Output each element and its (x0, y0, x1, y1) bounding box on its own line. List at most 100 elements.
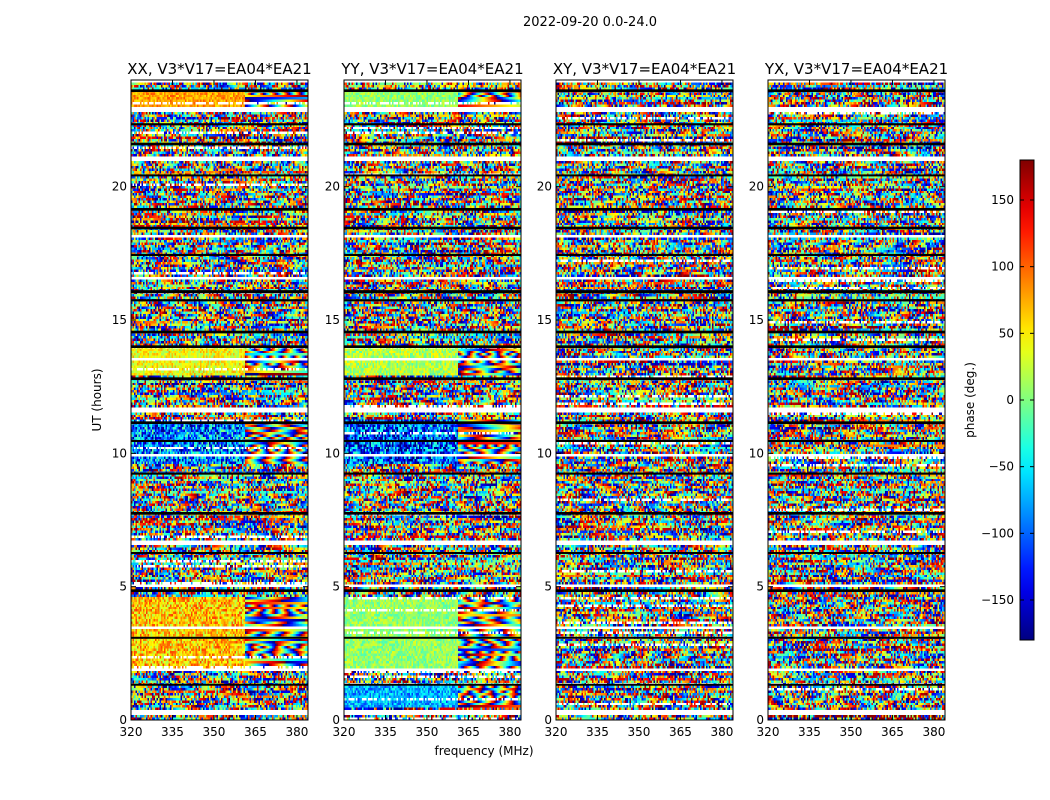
panel-frame (130, 79, 309, 721)
colorbar: −150 −100 −50 0 50 100 150 (981, 159, 1035, 641)
x-tick-label: 335 (798, 725, 821, 739)
y-tick-label: 5 (119, 580, 127, 594)
flagged-row (768, 421, 945, 424)
flagged-row (131, 330, 308, 334)
y-tick-label: 15 (325, 313, 340, 327)
flagged-row (131, 345, 308, 348)
flagged-row (344, 123, 521, 126)
flagged-row (556, 174, 733, 177)
panel-title: YY, V3*V17=EA04*EA21 (340, 60, 523, 78)
flagged-row (131, 421, 308, 424)
flagged-row (344, 208, 521, 211)
y-tick-label: 15 (749, 313, 764, 327)
y-tick-label: 5 (756, 580, 764, 594)
flagged-row (344, 174, 521, 177)
flagged-row (556, 472, 733, 475)
colorbar-tick-label: 50 (999, 326, 1014, 340)
panel-yy: YY, V3*V17=EA04*EA21 320 335 350 365 380 0 5 10 1… (325, 60, 524, 739)
flagged-row (344, 226, 521, 230)
panel-frame (555, 79, 734, 721)
flagged-row (344, 253, 521, 256)
flagged-row (768, 290, 945, 294)
x-tick-label: 350 (416, 725, 439, 739)
x-tick-label: 335 (161, 725, 184, 739)
flagged-row (768, 589, 945, 592)
phase-raster-yy (344, 80, 521, 720)
x-tick-label: 320 (757, 725, 780, 739)
figure-suptitle: 2022-09-20 0.0-24.0 (523, 15, 657, 30)
panel-frame (343, 79, 522, 721)
flagged-row (131, 226, 308, 230)
panel-title: XX, V3*V17=EA04*EA21 (127, 60, 311, 78)
colorbar-tick-label: 0 (1006, 393, 1014, 407)
flagged-row (131, 299, 308, 302)
flagged-row (344, 142, 521, 146)
flagged-row (768, 552, 945, 554)
y-tick-label: 20 (749, 180, 764, 194)
x-tick-label: 320 (333, 725, 356, 739)
flagged-row (556, 589, 733, 592)
y-tick-label: 5 (544, 580, 552, 594)
flagged-row (344, 377, 521, 380)
flagged-row (344, 345, 521, 348)
flagged-row (131, 208, 308, 211)
flagged-row (556, 208, 733, 211)
flagged-row (131, 123, 308, 126)
phase-raster-yx (768, 80, 945, 720)
y-axis-label: UT (hours) (90, 368, 104, 431)
y-tick-label: 20 (325, 180, 340, 194)
panel-frame (767, 79, 946, 721)
y-tick-label: 20 (112, 180, 127, 194)
y-tick-label: 15 (112, 313, 127, 327)
y-tick-label: 0 (332, 713, 340, 727)
panel-xy: XY, V3*V17=EA04*EA21 320 335 350 365 380 0 5 10 1… (537, 60, 736, 739)
flagged-row (556, 683, 733, 686)
flagged-row (556, 123, 733, 126)
flagged-row (768, 377, 945, 380)
flagged-row (131, 253, 308, 256)
y-tick-label: 5 (332, 580, 340, 594)
panels-group: XX, V3*V17=EA04*EA21 320 335 350 365 380 0 5 10 1… (112, 60, 948, 739)
y-tick-label: 10 (749, 446, 764, 460)
flagged-row (344, 290, 521, 294)
x-tick-label: 350 (628, 725, 651, 739)
flagged-row (131, 440, 308, 442)
flagged-row (556, 299, 733, 302)
flagged-row (131, 290, 308, 294)
y-tick-label: 10 (325, 446, 340, 460)
flagged-row (344, 472, 521, 475)
x-tick-label: 365 (881, 725, 904, 739)
flagged-row (344, 683, 521, 686)
y-tick-label: 0 (119, 713, 127, 727)
flagged-row (768, 89, 945, 92)
flagged-row (556, 226, 733, 230)
panel-xx: XX, V3*V17=EA04*EA21 320 335 350 365 380 0 5 10 1… (112, 60, 312, 739)
flagged-row (556, 345, 733, 348)
flagged-row (768, 472, 945, 475)
y-tick-label: 10 (537, 446, 552, 460)
phase-raster-xx (131, 80, 308, 720)
y-tick-label: 15 (537, 313, 552, 327)
y-tick-label: 10 (112, 446, 127, 460)
x-tick-label: 335 (374, 725, 397, 739)
flagged-row (344, 89, 521, 92)
x-tick-label: 350 (840, 725, 863, 739)
y-tick-label: 0 (756, 713, 764, 727)
flagged-row (556, 421, 733, 424)
flagged-row (556, 636, 733, 639)
flagged-row (344, 512, 521, 515)
flagged-row (768, 440, 945, 442)
flagged-row (131, 472, 308, 475)
flagged-row (768, 208, 945, 211)
flagged-row (131, 377, 308, 380)
x-tick-label: 365 (457, 725, 480, 739)
colorbar-label: phase (deg.) (963, 362, 977, 438)
flagged-row (768, 174, 945, 177)
flagged-row (556, 253, 733, 256)
flagged-row (344, 440, 521, 442)
flagged-row (344, 636, 521, 639)
x-tick-label: 380 (710, 725, 733, 739)
flagged-row (131, 142, 308, 146)
flagged-row (344, 552, 521, 554)
